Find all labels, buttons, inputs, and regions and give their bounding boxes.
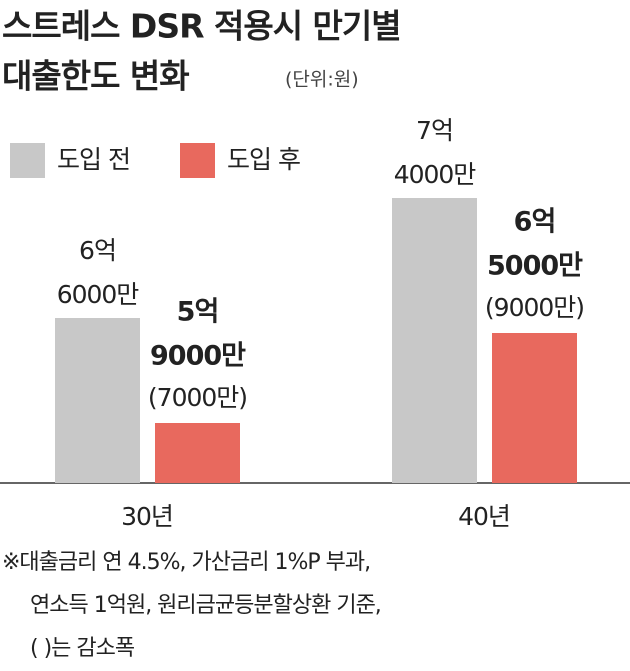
value-label: 6억 <box>514 207 556 238</box>
bar <box>55 318 140 483</box>
x-tick-label: 30년 <box>121 502 173 531</box>
bar <box>155 423 240 483</box>
legend-label: 도입 후 <box>227 145 300 174</box>
value-label: 7억 <box>416 116 453 145</box>
footnote: 연소득 1억원, 원리금균등분할상환 기준, <box>30 593 381 618</box>
bar <box>392 198 477 483</box>
chart-title: 스트레스 DSR 적용시 만기별 <box>2 7 401 46</box>
value-label: 9000만 <box>150 341 246 372</box>
x-tick-label: 40년 <box>458 502 510 531</box>
reduction-label: (9000만) <box>485 293 584 322</box>
value-label: 5억 <box>177 297 219 328</box>
legend-swatch <box>180 143 215 178</box>
chart-title: 대출한도 변화 <box>2 57 189 96</box>
reduction-label: (7000만) <box>148 383 247 412</box>
bar <box>492 333 577 483</box>
value-label: 6000만 <box>57 280 140 309</box>
legend-swatch <box>10 143 45 178</box>
footnote: ( )는 감소폭 <box>30 636 135 661</box>
value-label: 6억 <box>79 236 116 265</box>
value-label: 5000만 <box>487 251 583 282</box>
unit-label: (단위:원) <box>285 69 359 91</box>
legend-label: 도입 전 <box>57 145 130 174</box>
value-label: 4000만 <box>394 160 477 189</box>
footnote: ※대출금리 연 4.5%, 가산금리 1%P 부과, <box>2 550 370 575</box>
